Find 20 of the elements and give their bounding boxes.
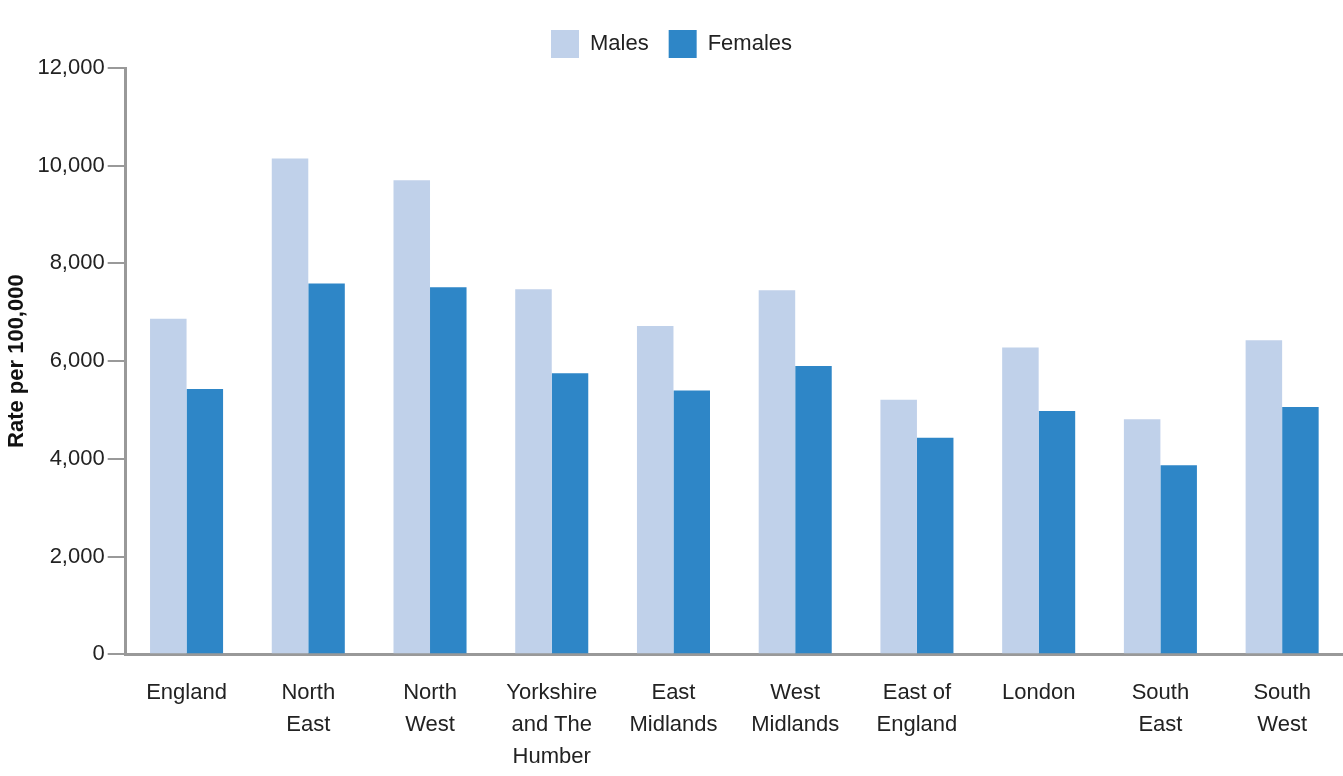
x-tick-label: East Midlands [629, 679, 718, 737]
y-tick-label: 10,000 [37, 151, 105, 177]
legend-label: Females [707, 30, 793, 56]
y-tick-label: 0 [92, 640, 105, 666]
x-tick-label: England [146, 679, 227, 705]
x-tick-label: West Midlands [751, 679, 840, 737]
x-tick-label: South West [1253, 679, 1311, 737]
x-tick-label: London [1001, 679, 1076, 705]
y-tick-label: 2,000 [49, 542, 105, 568]
y-tick-label: 12,000 [37, 54, 105, 80]
legend-label: Males [589, 30, 649, 56]
x-tick-label: South East [1131, 679, 1190, 737]
y-tick-label: 4,000 [49, 444, 105, 470]
x-tick-label: Yorkshire and The Humber [506, 679, 598, 769]
y-tick-label: 8,000 [49, 249, 105, 275]
x-tick-label: East of England [876, 679, 958, 737]
x-tick-label: North West [403, 679, 457, 737]
y-axis-title: Rate per 100,000 [3, 274, 29, 448]
y-tick-label: 6,000 [49, 347, 105, 373]
x-tick-label: North East [281, 679, 336, 737]
